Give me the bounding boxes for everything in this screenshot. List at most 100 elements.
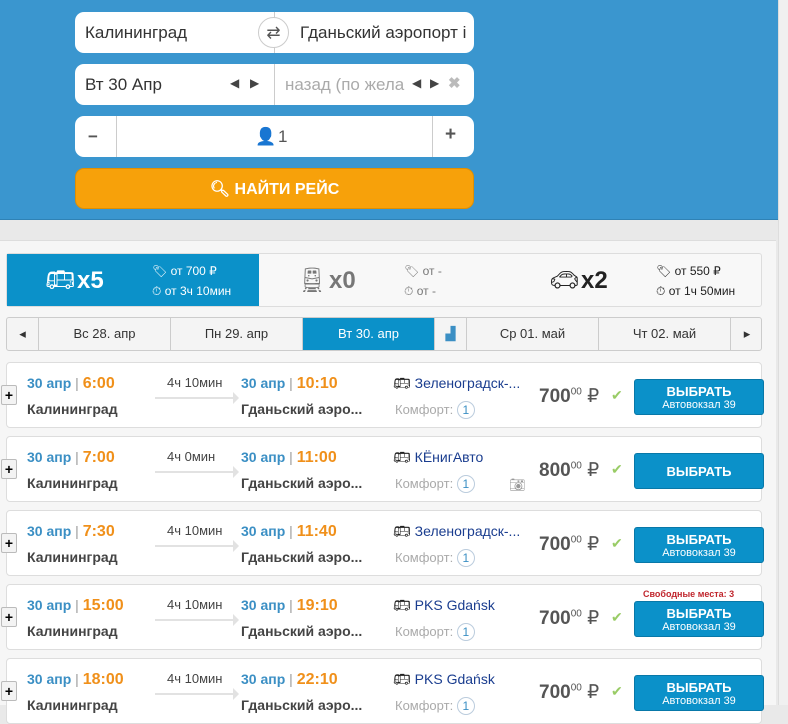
arrival: 30 апр | 22:10: [241, 671, 338, 688]
select-button[interactable]: ВЫБРАТЬ: [634, 453, 764, 489]
passenger-count[interactable]: 1: [278, 127, 288, 146]
divider: [432, 116, 433, 157]
tab-car[interactable]: 🚗︎ x2 🏷︎ от 550 ₽ ⏱︎ от 1ч 50мин: [511, 254, 763, 306]
to-city: Гданьский аэро...: [241, 475, 363, 491]
arrow-icon: [155, 466, 239, 478]
carrier-link[interactable]: 🚌︎ Зеленоградск-...: [393, 375, 521, 391]
scrollbar[interactable]: [778, 0, 788, 705]
date-tab[interactable]: Ср 01. май: [467, 318, 599, 350]
tab-count: x0: [329, 267, 356, 294]
from-input[interactable]: Калининград: [85, 23, 188, 42]
trip-row: + 30 апр | 18:00 Калининград 4ч 10мин 30…: [1, 658, 764, 724]
select-button[interactable]: ВЫБРАТЬ Автовокзал 39: [634, 379, 764, 415]
plus-button[interactable]: +: [445, 124, 457, 145]
to-input[interactable]: Гданьский аэропорт і: [300, 23, 466, 42]
departure: 30 апр | 6:00: [27, 375, 115, 392]
comfort-badge[interactable]: 1: [456, 475, 475, 493]
carrier-link[interactable]: 🚌︎ КЁнигАвто: [393, 449, 484, 465]
next-date-icon[interactable]: ▶: [250, 76, 260, 90]
date-tab[interactable]: Пн 29. апр: [171, 318, 303, 350]
duration: 4ч 10мин: [167, 523, 223, 538]
user-icon: 👤: [255, 127, 277, 146]
return-date-input[interactable]: назад (по жела: [285, 75, 405, 94]
prev-date-icon[interactable]: ◀: [230, 76, 240, 90]
from-city: Калининград: [27, 549, 118, 565]
to-city: Гданьский аэро...: [241, 623, 363, 639]
trip-row: + 30 апр | 15:00 Калининград 4ч 10мин 30…: [1, 584, 764, 650]
tag-icon: 🏷︎: [656, 264, 672, 278]
check-icon: ✔: [611, 535, 623, 551]
carrier-link[interactable]: 🚌︎ Зеленоградск-...: [393, 523, 521, 539]
search-button[interactable]: 🔍︎ НАЙТИ РЕЙС: [75, 168, 474, 209]
expand-button[interactable]: +: [1, 533, 17, 553]
prev-dates-icon[interactable]: ◂: [7, 318, 39, 350]
to-city: Гданьский аэро...: [241, 697, 363, 713]
tab-bus[interactable]: 🚌︎ x5 🏷︎ от 700 ₽ ⏱︎ от 3ч 10мин: [7, 254, 259, 306]
from-city: Калининград: [27, 697, 118, 713]
camera-icon[interactable]: 📷︎: [509, 477, 526, 492]
chart-icon[interactable]: ▟: [435, 318, 467, 350]
check-icon: ✔: [611, 683, 623, 699]
next-return-icon[interactable]: ▶: [430, 76, 440, 90]
duration: 4ч 10мин: [167, 597, 223, 612]
arrival: 30 апр | 11:00: [241, 449, 337, 466]
expand-button[interactable]: +: [1, 681, 17, 701]
clock-icon: ⏱︎: [656, 284, 666, 298]
to-city: Гданьский аэро...: [241, 549, 363, 565]
bus-icon: 🚌︎: [393, 449, 411, 465]
trip-row: + 30 апр | 7:30 Калининград 4ч 10мин 30 …: [1, 510, 764, 576]
price: 70000 ₽: [539, 608, 600, 629]
bus-icon: 🚌︎: [393, 375, 411, 391]
tab-train[interactable]: 🚆︎ x0 🏷︎ от - ⏱︎ от -: [259, 254, 511, 306]
clock-icon: ⏱︎: [404, 284, 414, 298]
date-tab[interactable]: Чт 02. май: [599, 318, 731, 350]
duration: 4ч 10мин: [167, 375, 223, 390]
arrival: 30 апр | 19:10: [241, 597, 338, 614]
departure: 30 апр | 7:30: [27, 523, 115, 540]
bus-icon: 🚌︎: [393, 671, 411, 687]
arrow-icon: [155, 392, 239, 404]
clear-icon[interactable]: ✖: [448, 75, 461, 92]
carrier-link[interactable]: 🚌︎ PKS Gdańsk: [393, 597, 495, 613]
car-icon: 🚗︎: [549, 267, 580, 294]
seats-left: Свободные места: 3: [643, 589, 735, 599]
comfort-badge[interactable]: 1: [456, 401, 475, 419]
arrow-icon: [155, 614, 239, 626]
date-tab[interactable]: Вс 28. апр: [39, 318, 171, 350]
depart-date-input[interactable]: Вт 30 Апр: [85, 75, 162, 94]
select-button[interactable]: ВЫБРАТЬ Автовокзал 39: [634, 527, 764, 563]
comfort-badge[interactable]: 1: [456, 697, 475, 715]
select-button[interactable]: ВЫБРАТЬ Автовокзал 39: [634, 601, 764, 637]
expand-button[interactable]: +: [1, 459, 17, 479]
from-city: Калининград: [27, 401, 118, 417]
search-header: Калининград ⇄ Гданьский аэропорт і Вт 30…: [0, 0, 778, 220]
from-city: Калининград: [27, 475, 118, 491]
divider: [274, 64, 275, 105]
arrival: 30 апр | 10:10: [241, 375, 338, 392]
comfort: Комфорт: 1: [395, 475, 475, 493]
carrier-link[interactable]: 🚌︎ PKS Gdańsk: [393, 671, 495, 687]
departure: 30 апр | 7:00: [27, 449, 115, 466]
expand-button[interactable]: +: [1, 607, 17, 627]
tab-count: x5: [77, 267, 104, 294]
from-city: Калининград: [27, 623, 118, 639]
duration: 4ч 10мин: [167, 671, 223, 686]
comfort: Комфорт: 1: [395, 697, 475, 715]
expand-button[interactable]: +: [1, 385, 17, 405]
swap-icon[interactable]: ⇄: [258, 17, 289, 48]
check-icon: ✔: [611, 387, 623, 403]
comfort: Комфорт: 1: [395, 401, 475, 419]
date-tab[interactable]: Вт 30. апр: [303, 318, 435, 350]
divider: [116, 116, 117, 157]
comfort-badge[interactable]: 1: [456, 549, 475, 567]
select-button[interactable]: ВЫБРАТЬ Автовокзал 39: [634, 675, 764, 711]
minus-button[interactable]: −: [88, 127, 98, 146]
to-city: Гданьский аэро...: [241, 401, 363, 417]
bus-icon: 🚌︎: [393, 597, 411, 613]
tab-count: x2: [581, 267, 608, 294]
tag-icon: 🏷︎: [152, 264, 168, 278]
prev-return-icon[interactable]: ◀: [412, 76, 422, 90]
comfort-badge[interactable]: 1: [456, 623, 475, 641]
next-dates-icon[interactable]: ▸: [743, 326, 751, 341]
search-button-label: НАЙТИ РЕЙС: [234, 181, 340, 198]
